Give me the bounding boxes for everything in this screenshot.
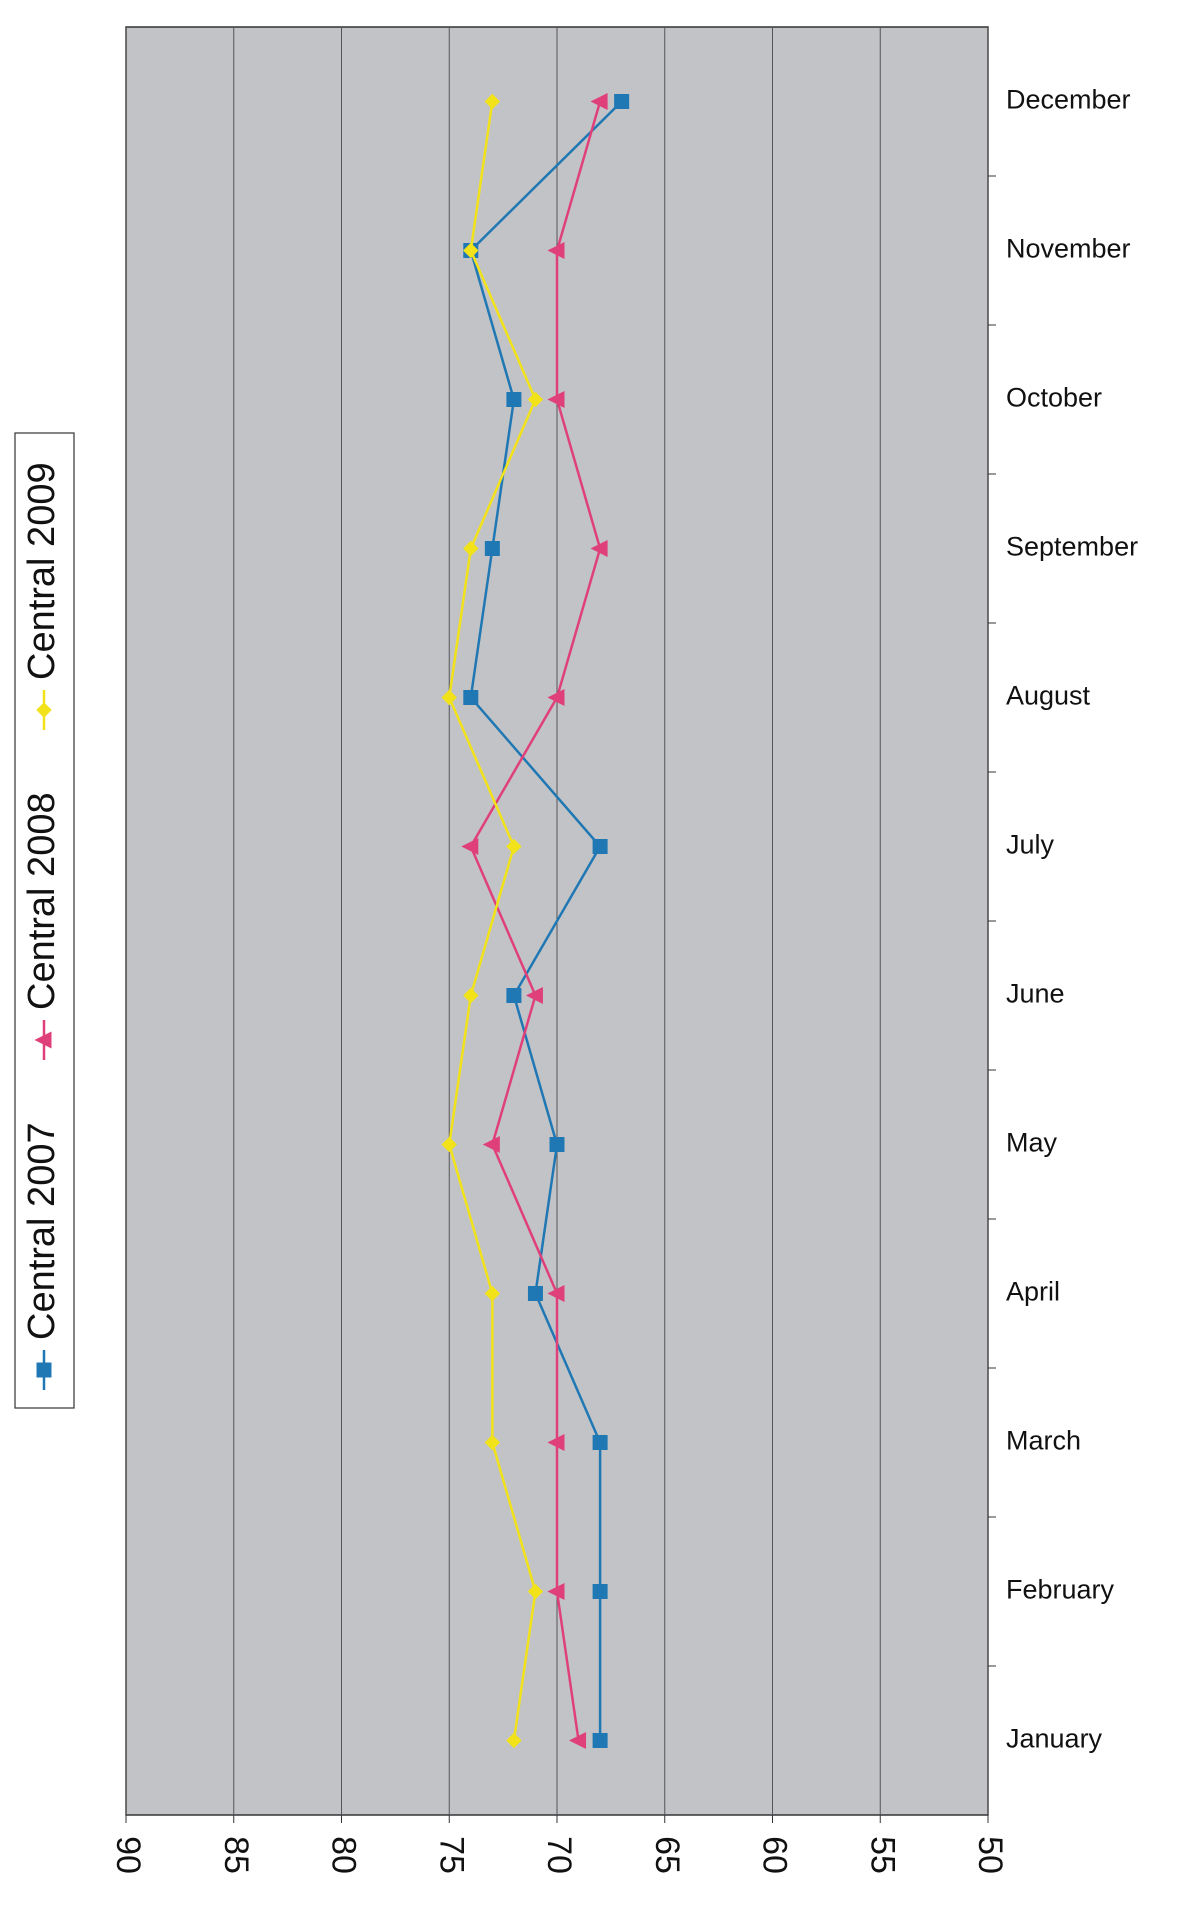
marker (592, 1584, 608, 1599)
marker (547, 1284, 565, 1303)
x-tick-label: September (1006, 532, 1138, 562)
marker (547, 241, 565, 260)
marker (484, 541, 500, 556)
marker (549, 1137, 565, 1152)
marker (463, 540, 479, 557)
marker (34, 1031, 52, 1049)
marker (36, 702, 52, 718)
marker (506, 988, 522, 1003)
legend-label: Central 2007 (21, 1122, 63, 1340)
legend-label: Central 2009 (21, 462, 63, 680)
marker (547, 1582, 565, 1601)
x-tick-label: October (1006, 383, 1102, 413)
y-tick-label: 50 (971, 1836, 1009, 1874)
marker (527, 1583, 544, 1600)
x-tick-label: June (1006, 979, 1065, 1009)
marker (484, 1434, 501, 1451)
marker (36, 1362, 52, 1378)
y-tick-label: 70 (540, 1836, 578, 1874)
marker (506, 838, 522, 855)
series-line (469, 100, 623, 1741)
x-tick-label: April (1006, 1277, 1060, 1307)
marker (441, 689, 457, 706)
marker (484, 93, 501, 110)
marker (527, 1286, 543, 1301)
marker (506, 392, 522, 407)
marker (506, 1732, 522, 1749)
x-tick-label: January (1006, 1724, 1103, 1754)
marker (463, 690, 479, 705)
x-tick-label: August (1006, 681, 1091, 711)
legend-label: Central 2008 (21, 792, 63, 1010)
marker (590, 539, 608, 558)
marker (590, 92, 608, 111)
marker (569, 1731, 587, 1750)
marker (463, 987, 479, 1004)
marker (592, 839, 608, 854)
x-tick-label: November (1006, 234, 1131, 264)
marker (527, 391, 544, 408)
x-tick-label: December (1006, 85, 1131, 115)
marker (463, 242, 479, 259)
x-tick-label: March (1006, 1426, 1081, 1456)
x-tick-label: February (1006, 1575, 1115, 1605)
marker (461, 837, 479, 856)
y-tick-label: 55 (863, 1836, 901, 1874)
marker (592, 1435, 608, 1450)
marker (592, 1733, 608, 1748)
series-line (469, 101, 602, 1741)
marker (441, 1136, 457, 1153)
y-tick-label: 75 (432, 1836, 470, 1874)
marker (614, 94, 630, 109)
marker (547, 688, 565, 707)
marker (484, 1285, 501, 1302)
x-tick-label: July (1006, 830, 1055, 860)
marker (547, 1433, 565, 1452)
y-tick-label: 85 (217, 1836, 255, 1874)
y-tick-label: 90 (109, 1836, 147, 1874)
marker (482, 1135, 500, 1154)
y-tick-label: 80 (325, 1836, 363, 1874)
marker (547, 390, 565, 409)
marker (525, 986, 543, 1005)
series-line (447, 101, 537, 1741)
legend (14, 432, 75, 1409)
x-tick-label: May (1006, 1128, 1058, 1158)
y-tick-label: 60 (756, 1836, 794, 1874)
y-tick-label: 65 (648, 1836, 686, 1874)
